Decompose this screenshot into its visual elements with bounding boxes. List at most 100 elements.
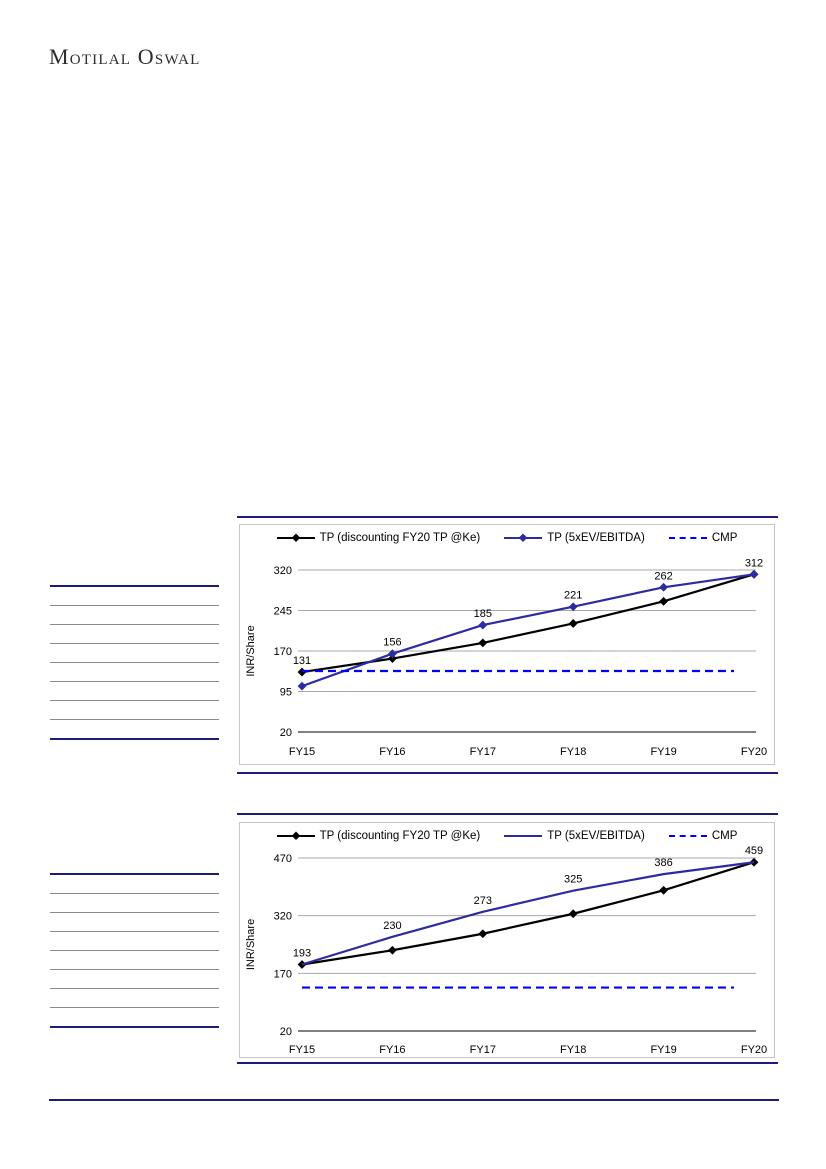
y-tick-label: 320 [274,911,292,923]
x-axis-label: FY18 [560,746,586,758]
side-table-1 [50,585,219,740]
table-row [50,913,219,932]
chart-legend-1: TP (discounting FY20 TP @Ke) TP (5xEV/EBI… [240,532,774,544]
legend-item-label: TP (5xEV/EBITDA) [547,532,645,544]
legend-line-icon [504,533,543,543]
table-row [50,875,219,894]
data-point-marker [749,569,759,579]
y-tick-label: 95 [280,687,292,699]
data-label: 185 [474,608,492,620]
data-point-marker [659,596,668,606]
data-point-marker [568,909,578,919]
y-tick-label: 320 [274,565,292,577]
data-label: 325 [564,874,582,886]
data-point-marker [388,654,397,663]
x-axis-label: FY19 [650,1044,676,1056]
company-logo: Motilal Oswal [49,44,201,69]
chart-box-1: TP (discounting FY20 TP @Ke) TP (5xEV/EBI… [239,524,775,765]
legend-diamond-marker-icon [291,533,301,543]
x-axis-label: FY16 [379,1044,405,1056]
chart-canvas-2: 470 320 170 20 INR/Share FY15 FY16 FY17 FY18 FY19… [245,845,767,1056]
section-divider-top-1 [237,516,778,518]
data-point-marker [659,885,668,895]
data-label: 193 [293,947,311,959]
legend-item: TP (5xEV/EBITDA) [504,830,645,842]
section-divider-bottom-1 [237,772,778,774]
legend-item-label: CMP [711,830,738,842]
legend-dashed-line-icon [668,537,707,539]
legend-item-label: CMP [711,532,738,544]
section-divider-bottom-2 [237,1062,778,1064]
legend-item: TP (discounting FY20 TP @Ke) [276,830,481,842]
legend-dashed-line-icon [668,835,707,837]
x-axis-label: FY17 [470,746,496,758]
legend-item: CMP [668,532,738,544]
legend-line-icon [504,834,543,838]
x-axis-label: FY20 [741,1044,767,1056]
table-row [50,989,219,1008]
legend-item-label: TP (5xEV/EBITDA) [547,830,645,842]
y-tick-label: 20 [280,1026,292,1038]
series-line [301,861,755,966]
legend-line-icon [276,831,315,841]
y-tick-label: 20 [280,727,292,739]
series-line [301,573,755,674]
chart-box-2: TP (discounting FY20 TP @Ke) TP (5xEV/EBI… [239,822,775,1058]
table-row [50,644,219,663]
chart-legend-2: TP (discounting FY20 TP @Ke) TP (5xEV/EBI… [240,830,774,842]
data-label: 312 [745,557,763,569]
data-label: 131 [293,655,311,667]
table-row [50,720,219,740]
table-row [50,606,219,625]
data-label: 262 [654,570,672,582]
x-axis-label: FY18 [560,1044,586,1056]
table-row [50,951,219,970]
table-row [50,932,219,951]
y-tick-label: 245 [274,606,292,618]
table-row [50,587,219,606]
table-row [50,894,219,913]
table-row [50,663,219,682]
x-axis-label: FY17 [470,1044,496,1056]
series-line [301,861,755,966]
data-label: 221 [564,590,582,602]
table-row [50,682,219,701]
table-row [50,970,219,989]
legend-line-icon [276,533,315,543]
data-point-marker [297,960,307,969]
legend-item: CMP [668,830,738,842]
section-divider-top-2 [237,813,778,815]
data-point-marker [388,649,397,659]
y-axis-title: INR/Share [245,919,257,970]
data-point-marker [659,582,668,592]
legend-diamond-marker-icon [518,533,528,543]
series-line [301,573,755,688]
y-tick-label: 470 [274,853,292,865]
y-axis-title: INR/Share [245,625,257,676]
footer-divider [49,1099,779,1101]
table-row [50,625,219,644]
data-label: 459 [745,845,763,857]
x-axis-label: FY20 [741,746,767,758]
legend-item-label: TP (discounting FY20 TP @Ke) [319,830,481,842]
legend-item-label: TP (discounting FY20 TP @Ke) [319,532,481,544]
data-point-marker [478,929,488,939]
data-point-marker [388,945,397,955]
legend-item: TP (discounting FY20 TP @Ke) [276,532,481,544]
x-axis-label: FY19 [650,746,676,758]
data-label: 386 [654,857,672,869]
y-tick-label: 170 [274,968,292,980]
data-point-marker [568,602,578,612]
data-point-marker [749,857,759,867]
data-point-marker [568,619,578,628]
table-row [50,1008,219,1028]
data-point-marker [478,620,488,630]
data-point-marker [478,638,488,648]
x-axis-label: FY15 [289,746,315,758]
x-axis-label: FY15 [289,1044,315,1056]
legend-diamond-marker-icon [291,831,301,841]
table-row [50,701,219,720]
data-label: 156 [383,637,401,649]
data-label: 273 [474,895,492,907]
